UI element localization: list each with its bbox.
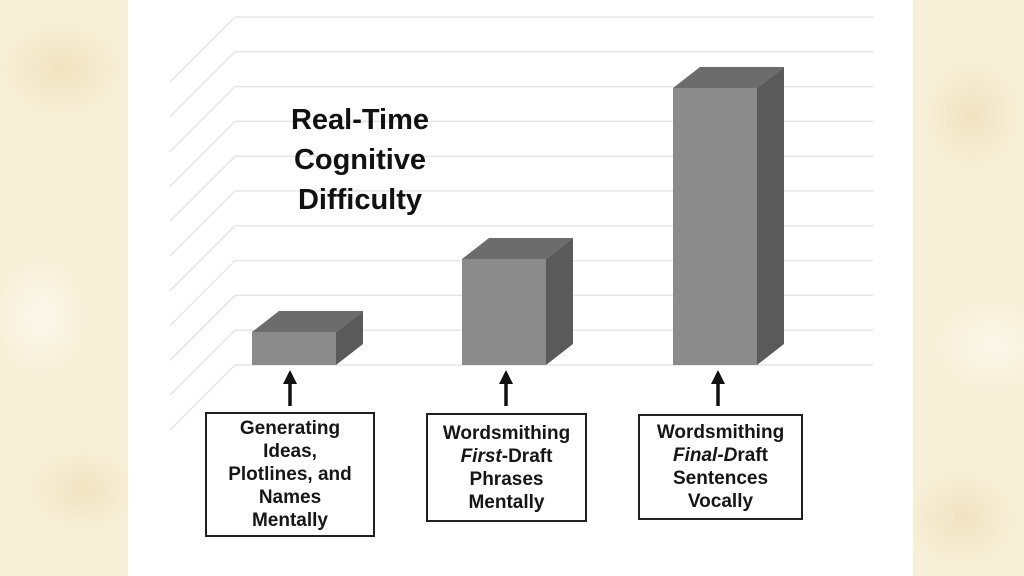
category-label-line: Wordsmithing: [656, 422, 785, 443]
chart-title-line: Difficulty: [297, 184, 423, 216]
arrow-head: [283, 370, 297, 384]
up-arrow-icon: [283, 370, 297, 406]
bar-front-face: [462, 259, 546, 365]
gridline: [169, 294, 873, 361]
arrow-head: [711, 370, 725, 384]
gridline: [169, 329, 873, 396]
gridlines: [169, 16, 873, 431]
category-label-line: Wordsmithing: [442, 422, 571, 444]
chart-panel: Real-Time Cognitive Difficulty Generatin…: [128, 0, 913, 576]
gridline: [169, 85, 873, 153]
bar-side-face: [546, 238, 573, 365]
gridline: [169, 259, 873, 327]
chart-title-line: Cognitive: [293, 144, 427, 176]
category-label-line: Generating: [239, 418, 341, 439]
category-label-line: Ideas,: [263, 441, 317, 462]
up-arrow-icon: [711, 370, 725, 406]
category-label-line: Mentally: [251, 510, 329, 531]
category-label-line: Phrases: [469, 468, 544, 490]
bar-side-face: [336, 311, 363, 365]
arrow-head: [499, 370, 513, 384]
category-label-line: First-Draft: [460, 445, 553, 467]
category-label-box-2: Wordsmithing First-Draft Phrases Mentall…: [426, 413, 587, 522]
gridline: [169, 16, 873, 83]
bar-front-face: [252, 332, 336, 365]
category-label-box-3: Wordsmithing Final-Draft Sentences Vocal…: [638, 414, 803, 520]
category-label-line: Final-Draft: [672, 445, 768, 466]
bar-3d-1: [252, 311, 363, 365]
gridline: [169, 155, 873, 222]
bar-side-face: [757, 67, 784, 365]
bar-front-face: [673, 88, 757, 365]
gridline: [169, 120, 873, 187]
bar-top-face: [462, 238, 573, 259]
gridline: [169, 190, 873, 257]
bar-3d-2: [462, 238, 573, 365]
bar-top-face: [673, 67, 784, 88]
bar-3d-3: [673, 67, 784, 365]
category-label-box-1: Generating Ideas, Plotlines, and Names M…: [205, 412, 375, 537]
category-label-line: Sentences: [672, 468, 769, 489]
bar-top-face: [252, 311, 363, 332]
chart-title-line: Real-Time: [290, 104, 430, 136]
gridline: [169, 51, 873, 118]
category-label-line: Names: [258, 487, 322, 508]
chart-title: Real-Time Cognitive Difficulty: [220, 100, 500, 220]
up-arrow-icon: [499, 370, 513, 406]
category-label-line: Mentally: [468, 491, 545, 513]
category-label-line: Plotlines, and: [228, 464, 352, 485]
gridline: [169, 225, 873, 292]
category-label-line: Vocally: [687, 491, 754, 512]
bar-chart-3d: [169, 16, 873, 431]
gridline: [169, 364, 873, 431]
